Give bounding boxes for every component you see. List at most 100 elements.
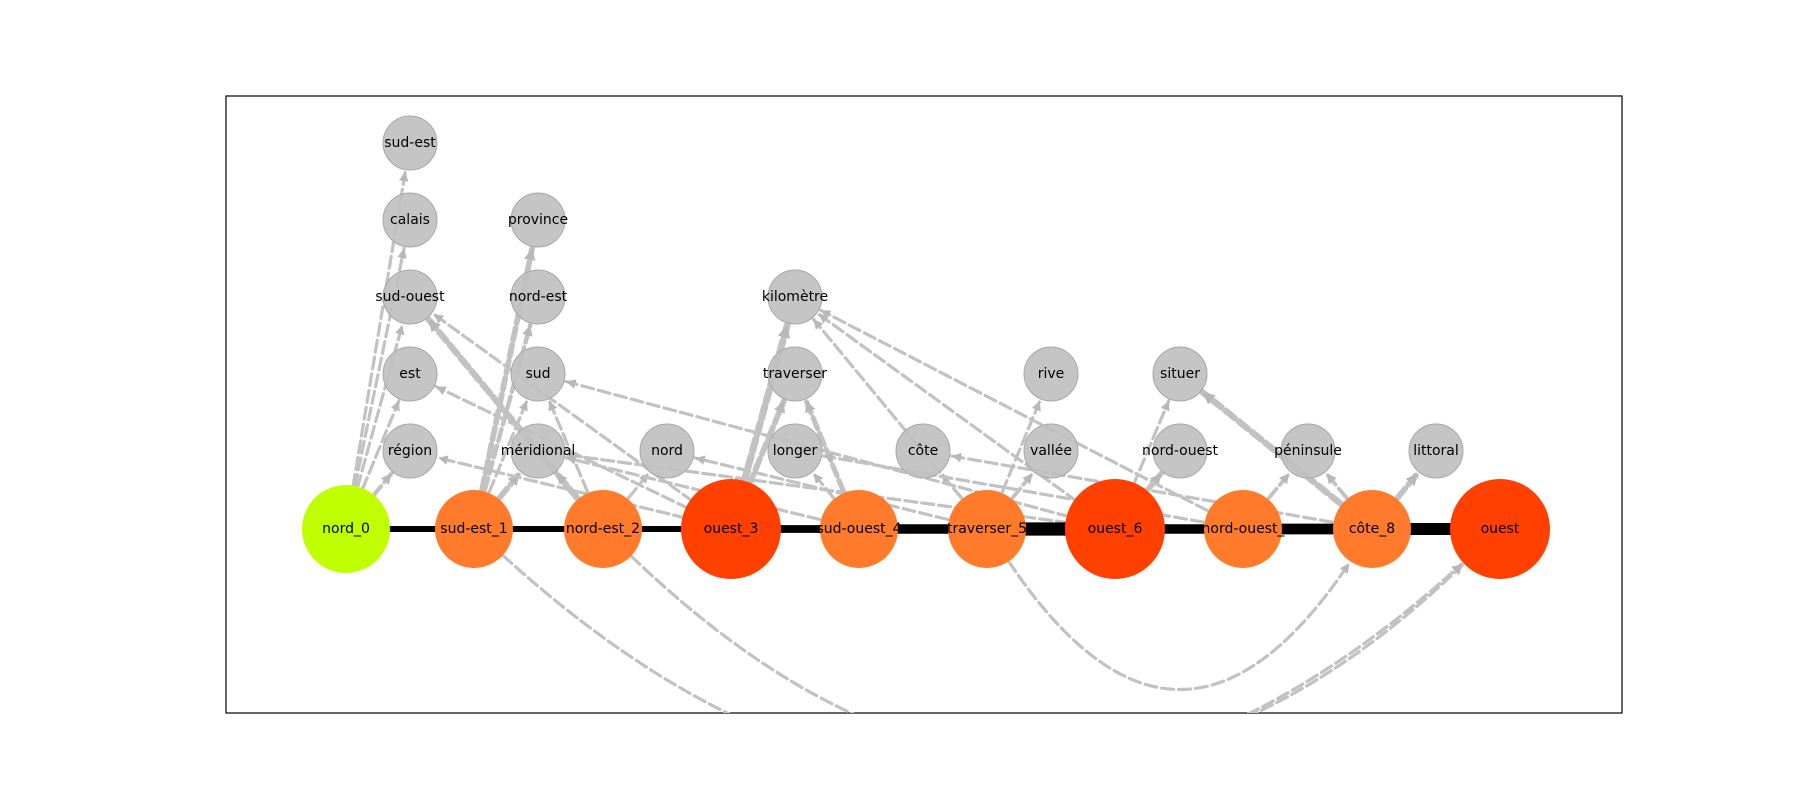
arrowhead-sud-est_1-to-province	[524, 248, 536, 261]
arrowhead-sud-ouest_4-to-longer	[813, 473, 824, 484]
node-label-est: est	[399, 366, 421, 382]
arrowhead-nord_0-to-region	[381, 473, 392, 485]
node-label-nord_0: nord_0	[322, 521, 370, 537]
arrowhead-ouest_6-to-nord-ouest	[1149, 473, 1162, 486]
node-label-nord-ouest: nord-ouest	[1142, 443, 1218, 459]
context-edge-traverser_5-to-cote_8	[1007, 559, 1351, 691]
node-circle-sud-ouest	[382, 269, 438, 325]
node-sud: sud	[510, 346, 566, 402]
node-longer: longer	[767, 423, 823, 479]
node-sud-ouest: sud-ouest	[375, 269, 445, 325]
arrowhead-nord-est_2-to-meridional	[556, 473, 568, 485]
node-label-rive: rive	[1038, 366, 1065, 382]
node-circle-longer	[767, 423, 823, 479]
context-edge-cote_8-to-cote	[950, 454, 1351, 527]
node-circle-nord	[639, 423, 695, 479]
arrowhead-ouest_6-to-meridional	[566, 451, 577, 461]
node-label-littoral: littoral	[1413, 443, 1459, 459]
node-nord-ouest_7: nord-ouest_	[1202, 490, 1286, 568]
node-nord: nord	[639, 423, 695, 479]
arrowhead-traverser_5-to-rive	[1031, 400, 1041, 412]
node-label-sud-ouest_4: sud-ouest_4	[816, 521, 901, 537]
node-est: est	[382, 346, 438, 402]
arrowhead-ouest_3-to-kilometre	[777, 325, 790, 339]
node-label-sud-ouest: sud-ouest	[375, 289, 445, 305]
node-label-nord-ouest_7: nord-ouest_	[1202, 521, 1286, 537]
node-label-meridional: méridional	[501, 443, 576, 459]
plot-frame	[225, 95, 1623, 714]
node-circle-traverser	[767, 346, 823, 402]
arrowhead-traverser_5-to-nord	[695, 455, 706, 465]
arrowhead-nord-est_2-to-sud-ouest	[428, 319, 441, 333]
arrowhead-traverser_5-to-vallee	[1022, 473, 1033, 485]
arrowhead-nord-ouest_7-to-peninsule	[1279, 473, 1290, 485]
context-edge-ouest_3-to-region	[436, 456, 704, 524]
arrowhead-cote_8-to-peninsule	[1326, 473, 1337, 485]
arrowhead-cote_8-to-cote	[951, 452, 962, 463]
arrowhead-cote_8-to-littoral	[1405, 473, 1418, 487]
node-circle-nord_0	[302, 485, 390, 573]
node-circle-ouest	[1450, 479, 1550, 579]
node-cote: côte	[895, 423, 951, 479]
node-circle-ouest_6	[1065, 479, 1165, 579]
arrowhead-ouest_3-to-region	[438, 455, 449, 465]
node-label-situer: situer	[1160, 366, 1200, 382]
node-circle-province	[510, 192, 566, 248]
node-circle-calais	[382, 192, 438, 248]
node-circle-kilometre	[767, 269, 823, 325]
node-label-ouest: ouest	[1481, 521, 1520, 537]
node-label-longer: longer	[773, 443, 818, 459]
arrowhead-nord-est_2-to-sud	[548, 400, 558, 412]
node-label-region: région	[388, 443, 432, 459]
node-sud-ouest_4: sud-ouest_4	[816, 490, 902, 568]
node-label-province: province	[508, 212, 568, 228]
arrowhead-nord-ouest_7-to-kilometre	[820, 310, 832, 319]
context-edge-cote_8-to-situer	[1199, 389, 1357, 518]
arrowhead-ouest_3-to-sud-ouest	[433, 314, 445, 324]
node-nord-est: nord-est	[509, 269, 568, 325]
node-province: province	[508, 192, 568, 248]
node-ouest: ouest	[1450, 479, 1550, 579]
node-circle-sud-est_1	[435, 490, 513, 568]
node-traverser: traverser	[763, 346, 827, 402]
arrowhead-ouest_3-to-traverser	[774, 400, 785, 414]
node-nord_0: nord_0	[302, 485, 390, 573]
node-circle-traverser_5	[948, 490, 1026, 568]
arrowhead-ouest_6-to-sud	[566, 379, 577, 389]
context-edge-ouest_3-to-est	[434, 385, 706, 518]
node-circle-region	[382, 423, 438, 479]
context-edge-ouest_6-to-kilometre	[816, 312, 1093, 513]
node-label-sud-est_1: sud-est_1	[440, 521, 507, 537]
node-label-sud-est: sud-est	[384, 135, 436, 151]
context-edge-sud-est_1-to-ouest	[501, 553, 1464, 713]
node-region: région	[382, 423, 438, 479]
node-circle-sud-est	[382, 115, 438, 171]
node-circle-meridional	[510, 423, 566, 479]
node-label-traverser: traverser	[763, 366, 827, 382]
node-sud-est_1: sud-est_1	[435, 490, 513, 568]
context-edge-nord-est_2-to-ouest	[629, 554, 1465, 713]
node-circle-nord-est_2	[564, 490, 642, 568]
node-circle-peninsule	[1280, 423, 1336, 479]
node-label-cote: côte	[908, 443, 938, 459]
node-label-vallee: vallée	[1030, 443, 1072, 459]
node-nord-ouest: nord-ouest	[1142, 423, 1219, 479]
node-traverser_5: traverser_5	[947, 490, 1027, 568]
node-circle-situer	[1152, 346, 1208, 402]
node-circle-est	[382, 346, 438, 402]
node-ouest_3: ouest_3	[681, 479, 781, 579]
context-edge-nord_0-to-est	[354, 399, 401, 507]
node-label-peninsule: péninsule	[1274, 443, 1342, 459]
node-label-nord-est_2: nord-est_2	[566, 521, 640, 537]
arrowhead-nord_0-to-est	[390, 400, 400, 412]
node-label-traverser_5: traverser_5	[947, 521, 1027, 537]
node-rive: rive	[1023, 346, 1079, 402]
arrowhead-nord_0-to-sud-est	[399, 171, 409, 182]
context-edge-sud-est_1-to-sud	[481, 399, 529, 509]
node-circle-nord-ouest	[1152, 423, 1208, 479]
node-circle-sud-ouest_4	[820, 490, 898, 568]
arrowhead-traverser_5-to-kilometre	[813, 319, 824, 330]
node-circle-littoral	[1408, 423, 1464, 479]
node-circle-rive	[1023, 346, 1079, 402]
